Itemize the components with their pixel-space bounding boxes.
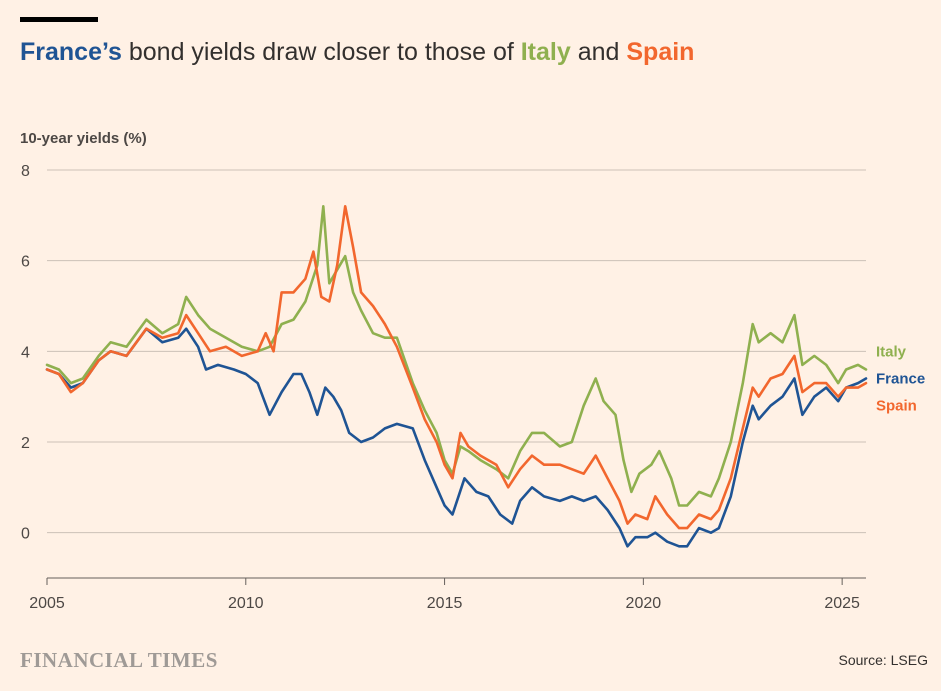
source-note: Source: LSEG [838, 652, 929, 668]
title-spain: Spain [626, 38, 695, 66]
series-line-spain [45, 205, 868, 530]
x-tick-label: 2005 [29, 595, 65, 612]
chart-title: France’s bond yields draw closer to thos… [20, 38, 694, 67]
series-lines [45, 205, 868, 548]
y-tick-label: 4 [21, 344, 30, 361]
x-tick-label: 2010 [228, 595, 264, 612]
series-line-italy [45, 205, 868, 507]
series-label-spain: Spain [876, 398, 917, 415]
y-tick-label: 8 [21, 163, 30, 180]
y-axis-label: 10-year yields (%) [20, 130, 147, 147]
grid-lines [47, 169, 866, 534]
x-axis: 2005 2010 2015 2020 2025 [29, 577, 866, 612]
top-accent-bar [20, 17, 98, 22]
series-labels: Italy France Spain [876, 343, 925, 414]
x-tick-label: 2015 [427, 595, 463, 612]
y-tick-label: 6 [21, 254, 30, 271]
title-italy: Italy [520, 38, 571, 66]
title-text-1: bond yields draw closer to those of [121, 38, 521, 66]
series-line-france [45, 327, 868, 548]
y-tick-labels: 0 2 4 6 8 [21, 163, 30, 543]
x-tick-label: 2025 [824, 595, 860, 612]
title-text-2: and [570, 38, 627, 66]
y-tick-label: 2 [21, 435, 30, 452]
ft-logo: FINANCIAL TIMES [20, 648, 218, 672]
x-tick-label: 2020 [626, 595, 662, 612]
title-france: France’s [20, 38, 122, 66]
y-tick-label: 0 [21, 526, 30, 543]
series-label-france: France [876, 371, 925, 388]
series-label-italy: Italy [876, 343, 907, 360]
